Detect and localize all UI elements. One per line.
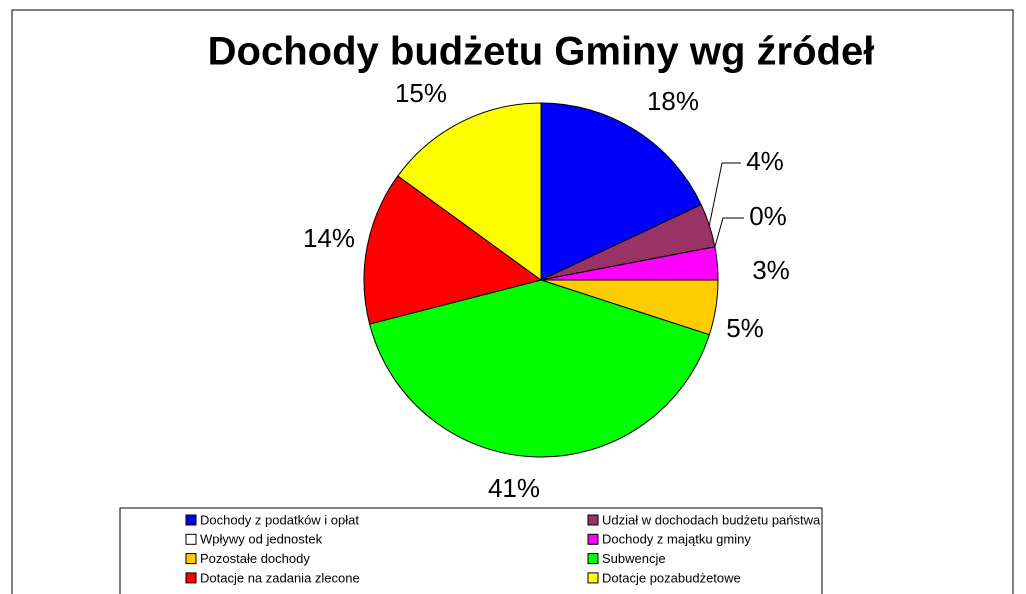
legend-swatch [185, 514, 197, 526]
data-label: 41% [488, 473, 540, 503]
data-label: 14% [303, 223, 355, 253]
legend-label: Dochody z podatków i opłat [200, 512, 359, 527]
data-label: 3% [752, 255, 790, 285]
legend-label: Udział w dochodach budżetu państwa [602, 512, 821, 527]
legend-label: Subwencje [602, 551, 666, 566]
legend-label: Dotacje na zadania zlecone [200, 570, 360, 585]
legend-label: Dochody z majątku gminy [602, 532, 751, 547]
leader-line [708, 162, 741, 226]
legend-swatch [185, 553, 197, 565]
data-label: 5% [726, 313, 764, 343]
legend-box [119, 507, 823, 594]
legend-label: Dotacje pozabudżetowe [602, 570, 741, 585]
pie-slice [363, 175, 543, 325]
data-label: 0% [749, 201, 787, 231]
leader-line [714, 217, 744, 247]
legend-label: Wpływy od jednostek [200, 532, 323, 547]
legend-swatch [185, 572, 197, 584]
data-label: 18% [647, 86, 699, 116]
pie-slice [397, 102, 542, 281]
data-label: 4% [746, 146, 784, 176]
legend-swatch [587, 553, 599, 565]
legend-swatch [587, 533, 599, 545]
pie-slice [368, 279, 710, 458]
legend-swatch [587, 514, 599, 526]
pie-slice [540, 102, 702, 281]
legend-label: Pozostałe dochody [200, 551, 310, 566]
legend-swatch [185, 533, 197, 545]
data-label: 15% [395, 78, 447, 108]
chart-title: Dochody budżetu Gminy wg źródeł [208, 30, 875, 74]
legend-swatch [587, 572, 599, 584]
